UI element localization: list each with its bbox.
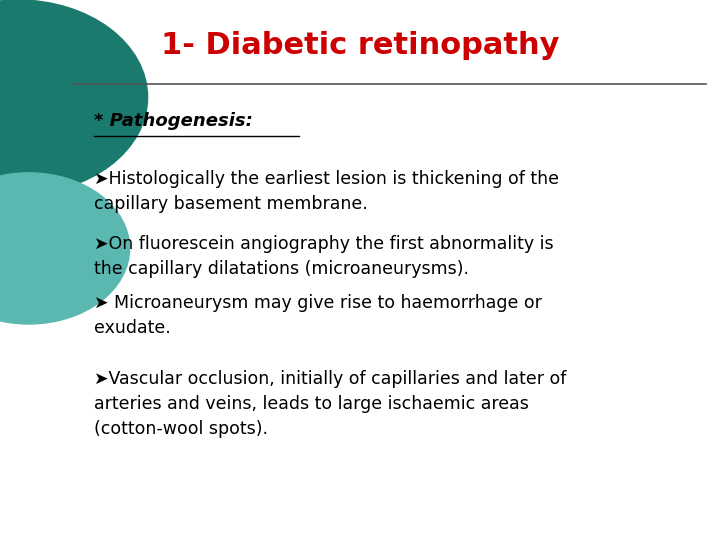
Text: * Pathogenesis:: * Pathogenesis: xyxy=(94,112,253,131)
Circle shape xyxy=(0,173,130,324)
Text: 1- Diabetic retinopathy: 1- Diabetic retinopathy xyxy=(161,31,559,60)
Text: ➤ Microaneurysm may give rise to haemorrhage or
exudate.: ➤ Microaneurysm may give rise to haemorr… xyxy=(94,294,541,338)
Circle shape xyxy=(0,0,148,194)
Text: ➤On fluorescein angiography the first abnormality is
the capillary dilatations (: ➤On fluorescein angiography the first ab… xyxy=(94,235,553,278)
Text: ➤Histologically the earliest lesion is thickening of the
capillary basement memb: ➤Histologically the earliest lesion is t… xyxy=(94,170,559,213)
Text: ➤Vascular occlusion, initially of capillaries and later of
arteries and veins, l: ➤Vascular occlusion, initially of capill… xyxy=(94,370,566,438)
